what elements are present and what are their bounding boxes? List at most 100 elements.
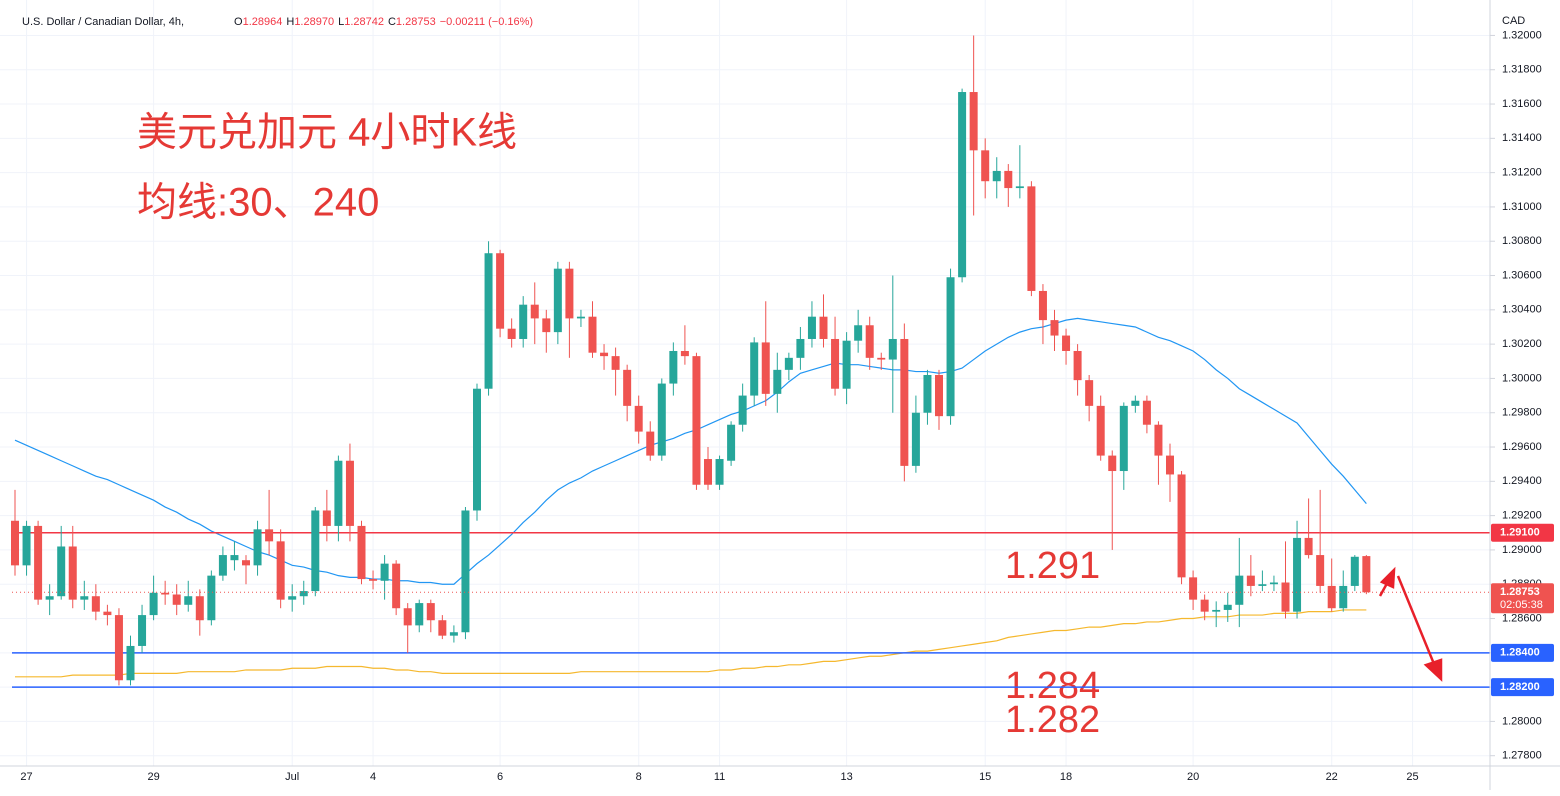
candle-body xyxy=(265,529,274,542)
candle-body xyxy=(322,510,331,526)
candle-body xyxy=(900,338,909,466)
candle-body xyxy=(449,632,458,636)
moving-average xyxy=(14,317,1367,585)
candle-body xyxy=(218,555,227,576)
y-tick-label: 1.30200 xyxy=(1502,338,1542,350)
candle-body xyxy=(11,520,19,566)
candle-body xyxy=(91,596,100,612)
arrow-head xyxy=(1379,566,1396,589)
candle-body xyxy=(657,383,666,456)
y-tick-label: 1.31000 xyxy=(1502,201,1542,213)
candle-body xyxy=(784,357,793,370)
candle-body xyxy=(1316,555,1325,586)
x-tick-label: Jul xyxy=(285,771,299,783)
drawn-arrows xyxy=(1378,566,1443,682)
candle-body xyxy=(738,395,747,425)
candle-body xyxy=(1142,400,1151,425)
x-tick-label: 4 xyxy=(370,771,376,783)
candle-body xyxy=(126,645,135,681)
candle-body xyxy=(634,405,643,432)
candle-body xyxy=(242,560,250,566)
candle-body xyxy=(276,541,285,600)
candle-body xyxy=(1304,537,1313,556)
candle-body xyxy=(484,253,493,389)
y-tick-label: 1.31600 xyxy=(1502,98,1542,110)
candle-body xyxy=(761,342,770,394)
candle-body xyxy=(796,338,805,358)
y-tick-label: 1.29600 xyxy=(1502,441,1542,453)
candle-body xyxy=(334,460,343,526)
ohlc-label: O xyxy=(234,16,243,28)
change: −0.00211 (−0.16%) xyxy=(440,16,533,28)
candle-body xyxy=(1085,380,1094,406)
candle-body xyxy=(1293,537,1302,612)
y-tick-label: 1.28600 xyxy=(1502,612,1542,624)
candle-body xyxy=(877,357,886,360)
candle-body xyxy=(357,525,366,580)
candle-body xyxy=(1004,170,1013,189)
y-tick-label: 1.29200 xyxy=(1502,510,1542,522)
candle-body xyxy=(161,592,170,595)
candle-body xyxy=(819,316,828,339)
candle-body xyxy=(207,575,216,621)
candle-body xyxy=(1027,186,1036,291)
candle-body xyxy=(565,268,574,319)
candle-body xyxy=(299,591,308,597)
x-tick-label: 18 xyxy=(1060,771,1072,783)
level-annotation: 1.291 xyxy=(1005,545,1100,587)
candle-body xyxy=(392,563,401,609)
candle-body xyxy=(415,603,424,626)
ohlc-value: 1.28964 xyxy=(243,16,283,28)
ohlc-label: H xyxy=(286,16,294,28)
candle-body xyxy=(611,356,620,370)
candle-body xyxy=(1350,556,1359,586)
y-tick-label: 1.31800 xyxy=(1502,64,1542,76)
candle-body xyxy=(1281,582,1290,612)
candle-body xyxy=(854,325,863,341)
x-tick-label: 29 xyxy=(147,771,159,783)
currency: CAD xyxy=(1502,15,1525,27)
candle-body xyxy=(1119,405,1128,472)
candle-body xyxy=(184,596,193,605)
candle-body xyxy=(172,594,181,605)
candle-body xyxy=(727,424,736,461)
level-annotation: 1.284 xyxy=(1005,665,1100,707)
legend-text: U.S. Dollar / Canadian Dollar, 4h, O1.289… xyxy=(22,16,533,28)
candle-body xyxy=(530,304,539,319)
candle-body xyxy=(692,356,701,485)
candle-body xyxy=(680,350,689,357)
candle-body xyxy=(1200,599,1209,612)
candle-body xyxy=(403,608,412,626)
candle-body xyxy=(438,620,447,636)
candle-body xyxy=(1339,585,1348,609)
candle-body xyxy=(831,338,840,389)
candle-body xyxy=(576,316,585,319)
candle-body xyxy=(773,369,782,394)
candle-body xyxy=(345,460,354,526)
candle-body xyxy=(911,412,920,466)
candle-body xyxy=(958,92,967,278)
x-tick-label: 20 xyxy=(1187,771,1199,783)
countdown: 02:05:38 xyxy=(1500,599,1543,611)
arrow-line xyxy=(1396,575,1436,665)
x-tick-label: 13 xyxy=(840,771,852,783)
y-tick-label: 1.32000 xyxy=(1502,29,1542,41)
candle-body xyxy=(1154,424,1163,456)
candle-body xyxy=(22,525,31,566)
last-price-label: 1.28753 xyxy=(1500,586,1540,598)
y-tick-label: 1.27800 xyxy=(1502,750,1542,762)
candle-body xyxy=(1131,400,1140,406)
candle-body xyxy=(750,342,759,396)
y-tick-label: 1.30600 xyxy=(1502,269,1542,281)
x-tick-label: 27 xyxy=(20,771,32,783)
level-tag xyxy=(1491,643,1554,662)
candle-body xyxy=(542,318,551,333)
candle-body xyxy=(669,350,678,384)
candle-body xyxy=(807,316,816,339)
candle-body xyxy=(588,316,597,353)
candle-body xyxy=(1212,609,1221,612)
candle-body xyxy=(195,596,204,621)
level-tag-label: 1.28200 xyxy=(1500,681,1540,693)
